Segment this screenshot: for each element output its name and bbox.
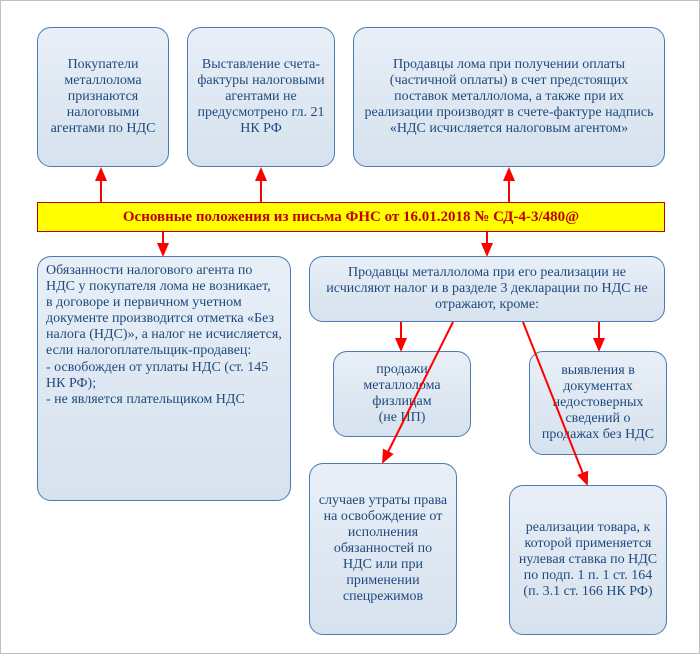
box-exception-individuals: продажи металлолома физлицам(не ИП): [333, 351, 471, 437]
box-sellers-note: Продавцы лома при получении оплаты (част…: [353, 27, 665, 167]
box-exception-zero-rate: реализации товара, к которой применяется…: [509, 485, 667, 635]
box-invoice-not-required: Выставление счета-фактуры налоговыми аге…: [187, 27, 335, 167]
central-title-bar: Основные положения из письма ФНС от 16.0…: [37, 202, 665, 232]
box-buyers-agents: Покупатели металлолома признаются налого…: [37, 27, 169, 167]
box-sellers-exceptions-head: Продавцы металлолома при его реализации …: [309, 256, 665, 322]
box-exception-false-docs: выявления в документах недостоверных све…: [529, 351, 667, 455]
box-exception-lost-exemption: случаев утраты права на освобождение от …: [309, 463, 457, 635]
diagram-canvas: Основные положения из письма ФНС от 16.0…: [0, 0, 700, 654]
box-buyer-obligation: Обязанности налогового агента по НДС у п…: [37, 256, 291, 501]
